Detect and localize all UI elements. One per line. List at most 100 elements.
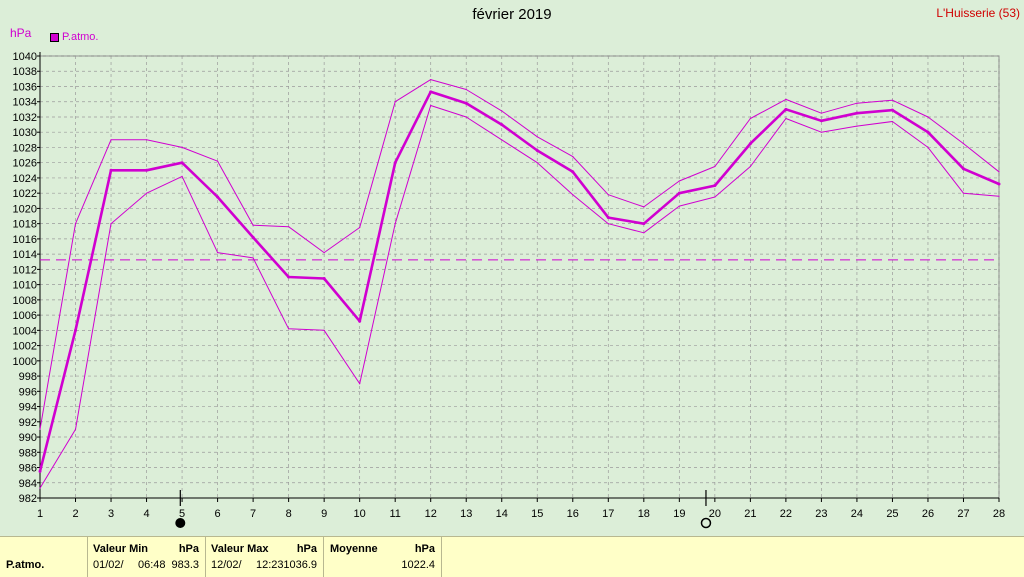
data-point-mean [997,182,1001,186]
data-point-max [394,101,396,103]
plot-area: 9829849869889909929949969981000100210041… [13,51,1005,529]
max-title: Valeur Max [211,543,269,555]
y-tick-label: 1014 [13,249,37,261]
min-time: 06:48 [138,559,166,571]
data-point-mean [748,142,752,146]
x-tick-label: 16 [567,508,579,520]
x-tick-label: 6 [215,508,221,520]
y-tick-label: 1036 [13,81,37,93]
data-point-mean [642,222,646,226]
data-point-min [962,192,965,194]
data-point-min [501,139,503,141]
data-point-mean [145,168,149,172]
data-point-mean [38,469,42,473]
data-point-min [678,205,680,207]
data-point-max [465,88,467,91]
data-point-min [110,223,112,225]
data-point-max [749,117,751,120]
data-point-min [145,192,148,194]
data-point-max [962,143,965,145]
x-tick-label: 15 [531,508,543,520]
data-point-min [785,117,787,120]
y-tick-label: 1032 [13,112,37,124]
stats-variable-label: P.atmo. [6,559,45,571]
x-tick-label: 22 [780,508,792,520]
x-tick-label: 23 [815,508,827,520]
data-point-mean [571,170,575,174]
x-tick-label: 10 [354,508,366,520]
data-point-min [465,116,467,118]
data-point-mean [109,168,113,172]
data-point-min [359,383,361,385]
y-tick-label: 998 [19,371,37,383]
data-point-min [181,175,183,178]
y-tick-label: 984 [19,478,37,490]
y-tick-label: 1018 [13,219,37,231]
stats-variable-cell: P.atmo. [0,537,88,577]
data-point-mean [358,319,362,323]
data-point-mean [890,108,894,112]
data-point-mean [322,277,326,281]
new-moon-icon [700,517,712,529]
max-date: 12/02/ [211,559,242,571]
y-tick-label: 994 [19,402,37,414]
data-point-max [288,226,290,228]
mean-title: Moyenne [330,543,378,555]
data-point-mean [74,328,78,332]
y-tick-label: 1030 [13,127,37,139]
stats-mean-cell: Moyenne hPa 1022.4 [324,537,442,577]
y-axis-unit: hPa [10,26,32,40]
data-point-max [501,110,503,112]
data-point-max [820,112,823,114]
data-point-max [39,428,41,431]
x-tick-label: 24 [851,508,863,520]
full-moon-icon [175,518,186,528]
x-tick-label: 18 [638,508,650,520]
y-tick-label: 1012 [13,264,37,276]
y-tick-label: 1016 [13,234,37,246]
y-tick-label: 988 [19,447,37,459]
y-tick-label: 1026 [13,158,37,170]
min-unit: hPa [178,543,199,555]
y-tick-label: 1040 [13,51,37,63]
max-value: 1036.9 [283,559,317,571]
stats-footer: P.atmo. Valeur Min hPa 01/02/ 06:48 983.… [0,536,1024,577]
data-point-max [216,160,219,162]
data-point-min [856,125,858,127]
stats-max-cell: Valeur Max hPa 12/02/ 12:23 1036.9 [206,537,324,577]
y-tick-label: 996 [19,386,37,398]
max-time: 12:23 [256,559,284,571]
plot-frame [39,55,1000,499]
data-point-max [110,139,112,141]
y-tick-label: 1002 [13,341,37,353]
x-tick-label: 28 [993,508,1005,520]
data-point-max [323,252,325,254]
data-point-min [572,194,574,196]
data-point-mean [677,191,681,195]
mean-unit: hPa [414,543,435,555]
data-point-min [714,196,716,198]
data-point-min [607,223,609,225]
y-tick-label: 1034 [13,97,37,109]
y-tick-label: 1008 [13,295,37,307]
x-tick-label: 5 [179,508,185,520]
data-point-min [536,162,538,164]
data-point-mean [961,167,965,171]
series-line-max [39,79,1000,430]
data-point-mean [713,184,717,188]
data-point-mean [287,275,291,279]
x-tick-label: 19 [673,508,685,520]
data-point-max [927,116,929,118]
x-tick-label: 4 [143,508,149,520]
data-point-mean [855,111,859,115]
y-tick-label: 1000 [13,356,37,368]
data-point-mean [180,161,184,165]
x-tick-label: 26 [922,508,934,520]
data-point-min [39,487,41,489]
station-name: L'Huisserie (53) [936,6,1020,20]
min-date: 01/02/ [93,559,124,571]
x-tick-label: 27 [957,508,969,520]
data-point-mean [216,195,220,199]
y-tick-label: 1010 [13,280,37,292]
